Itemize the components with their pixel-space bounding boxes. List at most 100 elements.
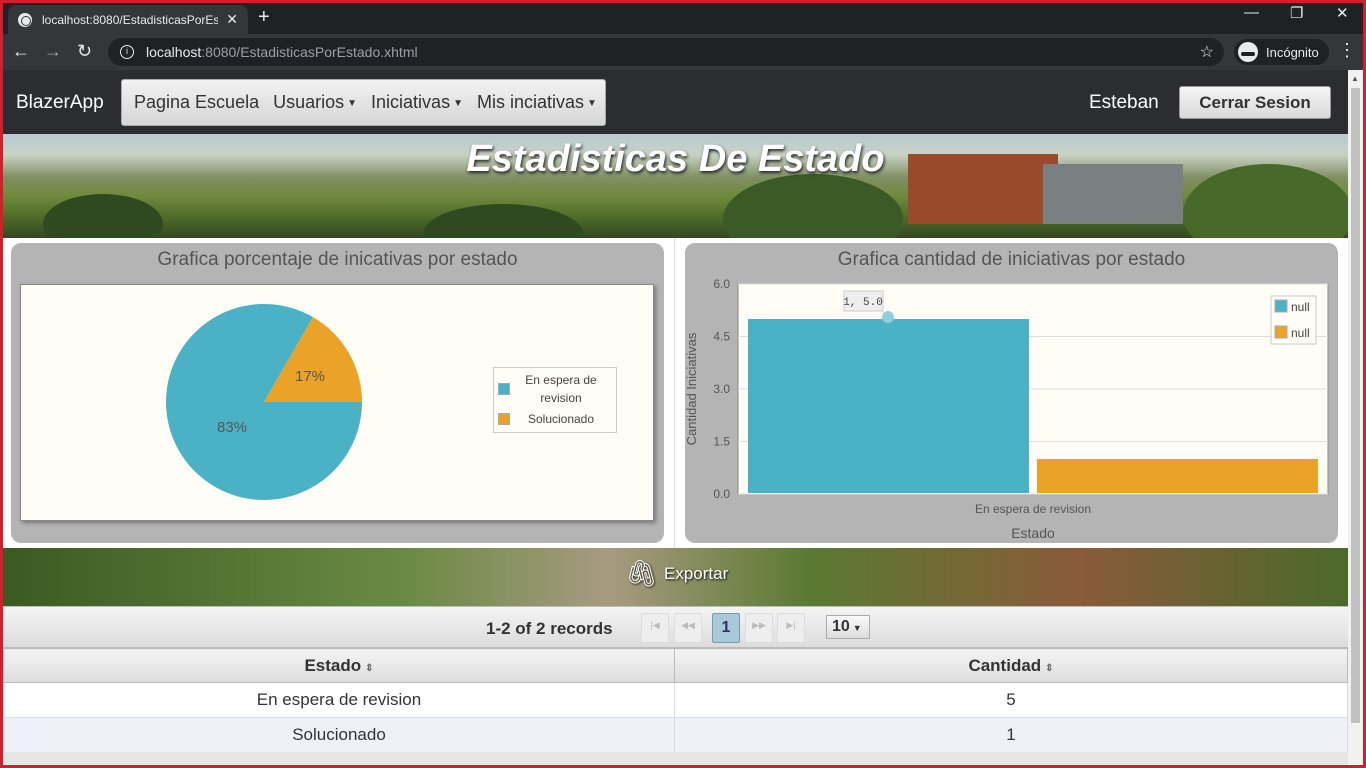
y-tick-label: 1.5 xyxy=(713,435,730,449)
table-row[interactable]: Solucionado 1 xyxy=(3,717,1348,753)
legend-item[interactable]: Solucionado xyxy=(494,410,616,428)
bar-solucionado[interactable] xyxy=(1037,459,1318,493)
menu-item-label: Pagina Escuela xyxy=(134,92,260,112)
export-button[interactable]: 🖇 Exportar xyxy=(625,558,728,589)
export-banner: 🖇 Exportar xyxy=(3,548,1348,606)
bar-en-espera[interactable] xyxy=(748,319,1029,493)
menu-item-label: Iniciativas xyxy=(371,92,451,112)
bar-chart: 0.0 1.5 3.0 4.5 6.0 1, 5.0 En espera de revi… xyxy=(685,277,1329,541)
prev-page-icon[interactable]: ◀◀ xyxy=(674,613,702,643)
export-label: Exportar xyxy=(664,563,729,583)
address-bar[interactable]: i localhost:8080/EstadisticasPorEstado.x… xyxy=(108,38,1224,66)
header-label: Cantidad xyxy=(968,655,1042,675)
legend-item[interactable]: En espera de revision xyxy=(494,368,616,410)
incognito-label: Incógnito xyxy=(1266,44,1319,60)
legend-swatch xyxy=(498,413,510,425)
browser-menu-icon[interactable]: ⋮ xyxy=(1338,40,1356,60)
scroll-up-icon[interactable]: ▲ xyxy=(1351,74,1359,83)
menu-item-label: Usuarios xyxy=(273,92,345,112)
hero-tree xyxy=(43,194,163,238)
table-row[interactable]: En espera de revision 5 xyxy=(3,682,1348,718)
hero-building xyxy=(908,154,1058,224)
pie-slice-solucionado[interactable] xyxy=(264,317,362,402)
data-table: Estado ⇕ Cantidad ⇕ En espera de revision … xyxy=(3,648,1348,753)
scrollbar-thumb[interactable] xyxy=(1351,88,1360,723)
rows-per-page-select[interactable]: 10 ▼ xyxy=(826,615,870,639)
paperclip-icon: 🖇 xyxy=(625,558,659,588)
legend-label: En espera de revision xyxy=(525,373,597,405)
column-divider xyxy=(674,238,675,548)
page-scrollbar[interactable]: ▲ xyxy=(1348,70,1363,768)
tab-title: localhost:8080/EstadisticasPorEst xyxy=(42,12,219,27)
logout-button[interactable]: Cerrar Sesion xyxy=(1179,86,1331,119)
records-count: 1-2 of 2 records xyxy=(486,619,613,638)
pie-legend: En espera de revision Solucionado xyxy=(493,367,617,433)
menu-item-label: Mis inciativas xyxy=(476,92,584,112)
maximize-icon[interactable]: ❐ xyxy=(1290,5,1304,22)
legend-label[interactable]: null xyxy=(1291,300,1310,314)
url-path: :8080/EstadisticasPorEstado.xhtml xyxy=(201,44,418,60)
info-icon[interactable]: i xyxy=(120,45,134,59)
hero-tree xyxy=(1183,164,1348,238)
bookmark-star-icon[interactable]: ☆ xyxy=(1199,44,1214,61)
column-header-estado[interactable]: Estado ⇕ xyxy=(3,648,675,683)
bar-chart-title: Grafica cantidad de iniciativas por esta… xyxy=(837,249,1186,270)
charts-section: Grafica porcentaje de inicativas por est… xyxy=(3,238,1348,548)
next-page-icon[interactable]: ▶▶ xyxy=(745,613,773,643)
y-axis-label: Cantidad Iniciativas xyxy=(685,332,699,445)
y-tick-label: 6.0 xyxy=(713,277,730,291)
app-navbar: BlazerApp Pagina Escuela Usuarios ▼ Inici… xyxy=(3,70,1348,134)
last-page-icon[interactable]: ▶| xyxy=(777,613,805,643)
reload-icon[interactable]: ↻ xyxy=(77,41,93,61)
incognito-icon xyxy=(1238,42,1258,62)
first-page-icon[interactable]: |◀ xyxy=(641,613,669,643)
y-tick-label: 3.0 xyxy=(713,382,730,396)
caret-down-icon: ▼ xyxy=(587,98,597,109)
globe-icon xyxy=(18,12,32,27)
tooltip-box xyxy=(843,290,884,312)
menu-item-usuarios[interactable]: Usuarios ▼ xyxy=(273,92,357,113)
forward-icon[interactable]: → xyxy=(44,41,62,61)
minimize-icon[interactable]: — xyxy=(1244,4,1259,21)
pie-label-en-espera: 83% xyxy=(217,419,247,436)
incognito-badge[interactable]: Incógnito xyxy=(1234,39,1329,65)
back-icon[interactable]: ← xyxy=(12,41,30,61)
menu-item-mis-iniciativas[interactable]: Mis inciativas ▼ xyxy=(477,92,597,113)
pie-chart: 83% 17% xyxy=(166,304,362,500)
header-label: Estado xyxy=(304,655,362,675)
sort-icon[interactable]: ⇕ xyxy=(1045,662,1054,674)
browser-tabstrip: localhost:8080/EstadisticasPorEst ✕ + — … xyxy=(0,0,1366,34)
y-tick-label: 0.0 xyxy=(713,487,730,501)
column-header-cantidad[interactable]: Cantidad ⇕ xyxy=(674,648,1348,683)
main-menu: Pagina Escuela Usuarios ▼ Iniciativas ▼ Mi… xyxy=(121,79,606,126)
new-tab-icon[interactable]: + xyxy=(258,6,270,28)
legend-swatch xyxy=(498,383,510,395)
user-name: Esteban xyxy=(1089,92,1159,113)
menu-item-pagina-escuela[interactable]: Pagina Escuela xyxy=(134,92,259,113)
window-close-icon[interactable]: ✕ xyxy=(1336,5,1349,22)
legend-swatch xyxy=(1274,299,1288,313)
paginator: 1-2 of 2 records |◀ ◀◀ 1 ▶▶ ▶| 10 ▼ xyxy=(3,606,1348,648)
table-cell: Solucionado xyxy=(3,717,675,753)
hero-banner: Estadisticas De Estado xyxy=(3,134,1348,238)
url-host: localhost xyxy=(146,44,202,60)
brand-link[interactable]: BlazerApp xyxy=(16,92,104,113)
pie-plot-area: 83% 17% En espera de revision Solucionad… xyxy=(20,284,654,521)
hero-tree xyxy=(423,204,583,238)
highlight-point xyxy=(882,311,894,323)
menu-item-iniciativas[interactable]: Iniciativas ▼ xyxy=(371,92,463,113)
bar-chart-panel: Grafica cantidad de iniciativas por esta… xyxy=(685,243,1338,543)
y-tick-label: 4.5 xyxy=(713,330,730,344)
pie-label-solucionado: 17% xyxy=(295,368,325,385)
sort-icon[interactable]: ⇕ xyxy=(365,662,374,674)
page-title: Estadisticas De Estado xyxy=(466,138,885,180)
page: BlazerApp Pagina Escuela Usuarios ▼ Inici… xyxy=(3,70,1348,768)
browser-toolbar: ← → ↻ i localhost:8080/EstadisticasPorEs… xyxy=(0,34,1366,70)
caret-down-icon: ▼ xyxy=(347,98,358,109)
legend-label[interactable]: null xyxy=(1291,326,1310,340)
hero-building xyxy=(1043,164,1183,224)
close-tab-icon[interactable]: ✕ xyxy=(226,11,238,27)
browser-tab[interactable]: localhost:8080/EstadisticasPorEst ✕ xyxy=(8,5,248,34)
page-button[interactable]: 1 xyxy=(712,613,740,643)
caret-down-icon: ▼ xyxy=(852,623,862,633)
